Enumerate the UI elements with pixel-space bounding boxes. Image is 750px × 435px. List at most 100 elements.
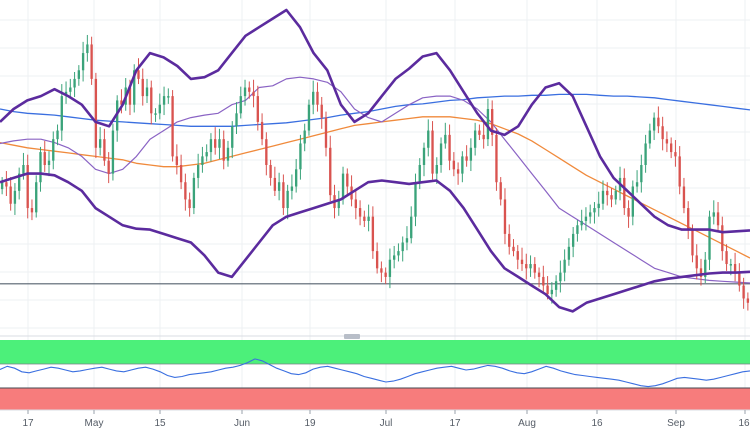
candle-bearish	[687, 208, 690, 230]
candle-bearish	[329, 147, 332, 196]
candle-bearish	[354, 199, 357, 209]
candle-bullish	[589, 212, 592, 217]
candle-bearish	[606, 190, 609, 196]
candle-bearish	[491, 109, 494, 135]
candle-bearish	[380, 268, 383, 273]
candle-bearish	[90, 44, 93, 79]
candle-bullish	[388, 259, 392, 277]
candle-bearish	[171, 96, 174, 157]
candle-bullish	[52, 139, 55, 161]
candle-bearish	[184, 182, 187, 200]
candle-bullish	[729, 264, 732, 266]
candle-bullish	[414, 182, 417, 217]
candle-bullish	[341, 173, 345, 200]
candle-bullish	[644, 143, 647, 165]
candle-bullish	[576, 225, 579, 234]
candle-bullish	[397, 251, 400, 256]
candle-bullish	[290, 186, 294, 191]
candle-bullish	[593, 208, 596, 213]
candle-bullish	[461, 156, 464, 174]
candle-bullish	[704, 259, 707, 277]
candle-bullish	[486, 109, 490, 140]
rsi-line	[0, 358, 750, 388]
x-tick-label: Jun	[234, 418, 250, 429]
candle-bearish	[691, 229, 694, 256]
pane-divider[interactable]	[0, 334, 750, 339]
candle-bearish	[26, 165, 29, 209]
candle-bullish	[231, 126, 234, 148]
candle-bullish	[708, 216, 711, 260]
candle-bullish	[567, 246, 571, 260]
candle-bearish	[495, 134, 498, 183]
candle-bearish	[742, 285, 745, 299]
candle-bearish	[107, 160, 110, 174]
candle-bullish	[601, 190, 605, 204]
candle-bullish	[405, 238, 409, 243]
candle-bearish	[448, 134, 451, 161]
oversold-zone	[0, 388, 750, 410]
candle-bullish	[439, 143, 443, 165]
candle-bullish	[712, 212, 715, 217]
candle-bearish	[256, 96, 259, 122]
pane-resize-handle[interactable]	[344, 334, 360, 339]
candle-bullish	[226, 147, 230, 161]
candle-bullish	[550, 289, 554, 295]
candle-bullish	[22, 165, 25, 174]
candle-bearish	[746, 298, 750, 303]
candle-bullish	[209, 139, 213, 153]
candle-bearish	[363, 216, 366, 221]
x-tick-label: 19	[304, 418, 316, 429]
candle-bullish	[133, 70, 136, 105]
candle-bearish	[316, 91, 319, 105]
candle-bearish	[682, 186, 686, 209]
candle-bullish	[648, 130, 652, 144]
candle-bearish	[265, 139, 268, 165]
candle-bearish	[669, 143, 673, 153]
candle-bullish	[154, 113, 157, 115]
candle-bearish	[9, 186, 12, 204]
candle-bearish	[150, 87, 153, 114]
candle-bullish	[337, 199, 340, 209]
candle-bearish	[456, 169, 460, 174]
candle-bearish	[465, 156, 468, 161]
candle-bearish	[282, 182, 285, 209]
candle-bullish	[60, 96, 63, 131]
candle-bullish	[235, 113, 238, 127]
candle-bullish	[218, 139, 221, 148]
price-pane	[0, 8, 750, 313]
candle-bullish	[294, 169, 298, 187]
candle-bearish	[431, 130, 434, 174]
candle-bullish	[635, 182, 639, 187]
candle-bullish	[286, 190, 289, 209]
candle-bullish	[312, 91, 315, 105]
candle-bearish	[269, 165, 272, 178]
x-tick-label: 15	[154, 418, 166, 429]
x-tick-label: 16	[738, 418, 750, 429]
candle-bullish	[56, 130, 59, 140]
candle-bullish	[307, 104, 311, 131]
x-tick-label: Sep	[667, 418, 685, 429]
x-axis: 17 May 15 Jun 19 Jul 17 Aug 16 Sep 16	[22, 410, 750, 429]
candle-bearish	[499, 182, 502, 200]
candle-bullish	[614, 190, 617, 200]
candle-bullish	[162, 96, 166, 105]
candle-bearish	[175, 156, 179, 165]
candle-bearish	[520, 259, 524, 265]
candle-bearish	[537, 272, 541, 277]
sma-200-line	[0, 93, 750, 127]
candle-bullish	[69, 87, 72, 92]
candle-bearish	[375, 251, 379, 269]
candle-bearish	[214, 139, 217, 148]
candle-bullish	[652, 117, 656, 131]
candle-bearish	[503, 199, 507, 234]
candle-bullish	[18, 173, 21, 191]
candle-bullish	[47, 160, 51, 165]
candle-bearish	[248, 87, 251, 92]
candle-bearish	[478, 130, 481, 135]
candle-bullish	[192, 177, 196, 209]
candle-bearish	[699, 268, 703, 277]
overbought-zone	[0, 340, 750, 364]
candle-bearish	[695, 255, 698, 269]
candle-bearish	[137, 70, 140, 79]
